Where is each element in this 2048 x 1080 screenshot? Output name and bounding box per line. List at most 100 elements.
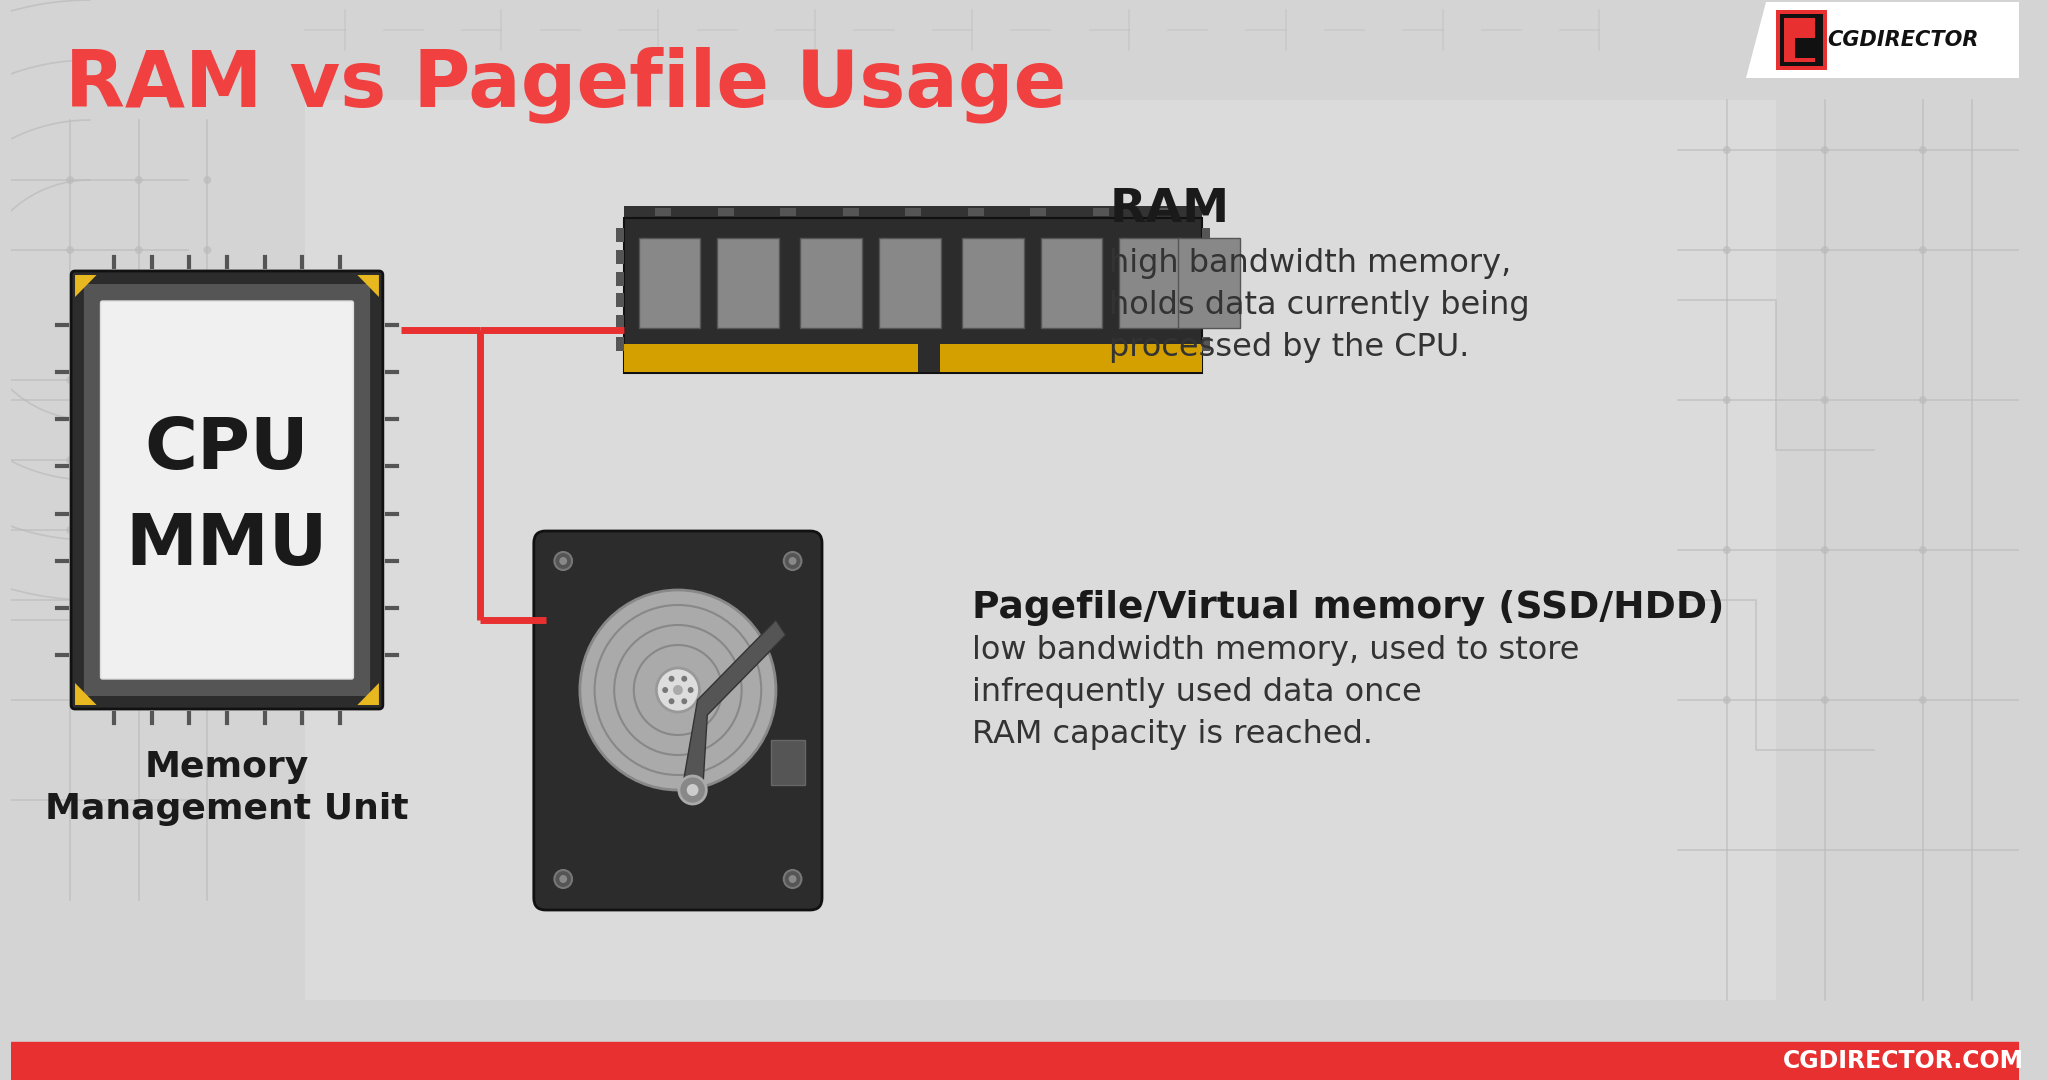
Bar [1780,14,1823,66]
Circle shape [66,176,74,184]
Circle shape [203,246,211,254]
Circle shape [203,376,211,384]
Bar [1178,238,1239,328]
Bar [625,345,1202,372]
Bar [616,271,625,285]
Bar [616,337,625,351]
Circle shape [662,687,668,693]
Bar [963,238,1024,328]
Polygon shape [682,620,786,795]
Circle shape [1722,546,1731,554]
Circle shape [1722,246,1731,254]
Circle shape [686,784,698,796]
Bar [616,294,625,308]
Bar [969,208,983,216]
Circle shape [1919,696,1927,704]
Text: Pagefile/Virtual memory (SSD/HDD): Pagefile/Virtual memory (SSD/HDD) [973,590,1724,626]
Bar [12,1042,2019,1080]
Circle shape [1722,696,1731,704]
Circle shape [784,870,801,888]
Circle shape [66,456,74,464]
Circle shape [784,552,801,570]
Polygon shape [356,683,379,705]
Bar [115,410,143,430]
Circle shape [655,669,700,712]
Bar [905,208,922,216]
Circle shape [1722,146,1731,154]
Circle shape [1821,146,1829,154]
Bar [801,238,862,328]
Circle shape [555,870,571,888]
Bar [780,208,797,216]
Circle shape [1722,396,1731,404]
Text: CPU: CPU [145,416,309,485]
Bar [1118,238,1182,328]
Bar [844,208,858,216]
Polygon shape [76,275,96,297]
Circle shape [678,777,707,804]
Circle shape [135,456,143,464]
Circle shape [559,557,567,565]
Bar [717,238,778,328]
Bar [1202,315,1210,329]
Circle shape [1919,146,1927,154]
Circle shape [580,590,776,789]
Circle shape [135,526,143,534]
Circle shape [203,176,211,184]
Polygon shape [76,683,96,705]
Bar [1040,238,1102,328]
Text: CGDIRECTOR.COM: CGDIRECTOR.COM [1782,1049,2023,1074]
Bar [1094,208,1108,216]
Text: Memory
Management Unit: Memory Management Unit [45,750,410,826]
Circle shape [1919,546,1927,554]
Text: RAM: RAM [1110,188,1229,232]
FancyBboxPatch shape [72,271,383,708]
Bar [879,238,940,328]
Circle shape [559,875,567,883]
Circle shape [135,246,143,254]
FancyBboxPatch shape [100,301,354,679]
Bar [770,740,805,785]
Circle shape [674,685,682,696]
Circle shape [66,246,74,254]
Bar [1202,337,1210,351]
Circle shape [203,526,211,534]
Circle shape [1821,546,1829,554]
Bar [1202,249,1210,264]
Circle shape [135,176,143,184]
Bar [625,206,1202,220]
Bar [1796,38,1815,58]
Bar [616,315,625,329]
Circle shape [668,676,674,681]
Circle shape [682,699,688,704]
Circle shape [203,456,211,464]
Bar [154,470,182,490]
Circle shape [1919,396,1927,404]
Bar [1202,228,1210,242]
Circle shape [555,552,571,570]
Circle shape [788,875,797,883]
Text: low bandwidth memory, used to store
infrequently used data once
RAM capacity is : low bandwidth memory, used to store infr… [973,635,1579,750]
Polygon shape [356,275,379,297]
Circle shape [1919,246,1927,254]
Text: high bandwidth memory,
holds data currently being
processed by the CPU.: high bandwidth memory, holds data curren… [1110,248,1530,363]
Text: CGDIRECTOR: CGDIRECTOR [1827,30,1978,50]
Circle shape [1821,696,1829,704]
Circle shape [1821,396,1829,404]
Bar [616,249,625,264]
Circle shape [688,687,694,693]
Circle shape [668,699,674,704]
Bar [1784,18,1815,62]
Circle shape [135,376,143,384]
Polygon shape [1747,2,2019,78]
FancyBboxPatch shape [84,284,371,696]
FancyBboxPatch shape [535,531,821,910]
Bar [1155,208,1171,216]
Bar [625,218,1202,373]
Bar [918,345,940,372]
Text: RAM vs Pagefile Usage: RAM vs Pagefile Usage [66,46,1067,123]
Bar [94,550,125,570]
Bar [616,228,625,242]
Bar [1030,208,1047,216]
Bar [1202,294,1210,308]
